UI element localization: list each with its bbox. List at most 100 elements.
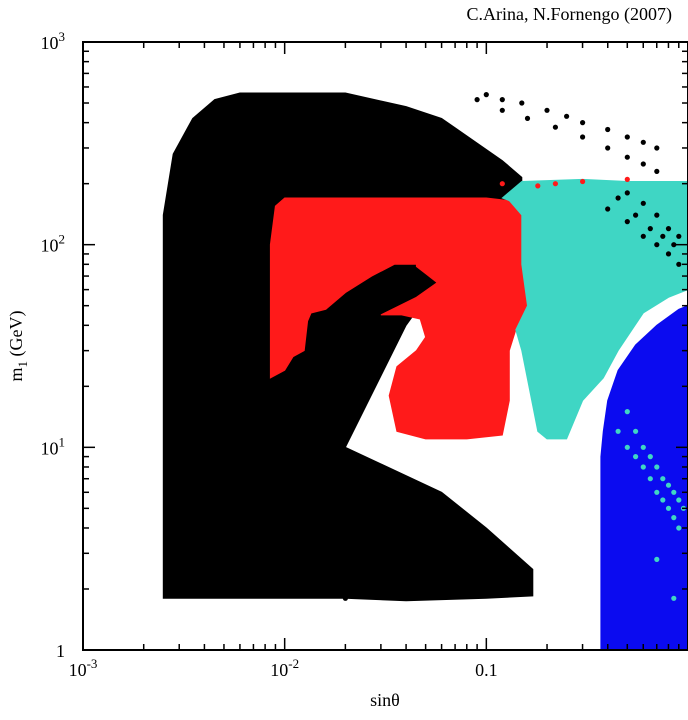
data-point-black-34: [676, 233, 682, 239]
data-point-black-23: [665, 251, 672, 257]
data-point-cyan-8: [671, 515, 677, 521]
data-point-cyan-9: [676, 525, 682, 531]
data-point-cyan-13: [633, 428, 639, 434]
data-point-black-30: [624, 190, 630, 196]
data-point-black-25: [615, 195, 621, 201]
data-point-cyan-11: [671, 595, 677, 601]
data-point-cyan-17: [660, 476, 666, 482]
data-point-black-50: [378, 590, 384, 597]
data-point-cyan-12: [624, 409, 630, 415]
y-tick-label: 101: [41, 434, 66, 458]
data-point-black-31: [640, 200, 646, 206]
data-point-cyan-4: [647, 476, 653, 482]
data-point-red-3: [580, 178, 586, 185]
data-point-black-51: [391, 593, 397, 599]
data-point-black-47: [474, 593, 480, 599]
tick-labels-layer: 10-3 10-2 0.1 1 101 102 103: [41, 29, 498, 680]
data-point-black-9: [654, 145, 660, 151]
x-tick-label: 10-3: [69, 656, 98, 680]
y-axis-label-main: m: [6, 367, 26, 381]
data-point-cyan-6: [660, 497, 666, 503]
data-point-black-43: [499, 570, 505, 576]
data-point-black-41: [452, 545, 458, 551]
chart-annotation: C.Arina, N.Fornengo (2007): [467, 4, 672, 25]
data-point-black-29: [671, 242, 677, 248]
data-point-black-36: [464, 537, 470, 543]
data-point-cyan-3: [640, 464, 646, 470]
data-point-red-0: [499, 181, 505, 187]
data-point-black-15: [605, 145, 611, 151]
data-regions-layer: [162, 92, 688, 650]
data-point-black-48: [342, 595, 348, 601]
data-point-black-33: [665, 226, 672, 232]
data-point-cyan-18: [665, 482, 672, 488]
data-point-red-2: [552, 181, 559, 187]
data-point-black-2: [519, 100, 525, 106]
data-point-black-46: [452, 590, 458, 597]
data-points-layer: [342, 92, 687, 601]
data-point-black-5: [580, 120, 586, 126]
y-tick-label: 103: [41, 29, 66, 53]
x-tick-label: 10-2: [270, 656, 299, 680]
data-point-black-22: [654, 242, 660, 248]
data-point-cyan-10: [654, 556, 660, 563]
x-axis-label: sinθ: [370, 690, 400, 710]
data-point-black-35: [439, 525, 445, 531]
y-tick-label: 1: [56, 641, 65, 661]
data-point-black-6: [605, 126, 611, 133]
data-point-black-11: [499, 107, 505, 113]
data-point-black-44: [378, 578, 384, 584]
data-point-black-0: [483, 92, 489, 98]
plot-frame: [82, 41, 688, 651]
data-point-black-13: [552, 124, 559, 130]
data-point-black-40: [423, 529, 429, 536]
data-point-red-4: [624, 176, 630, 182]
data-point-cyan-19: [671, 489, 677, 495]
data-point-cyan-16: [654, 464, 660, 470]
data-point-black-18: [654, 168, 660, 174]
data-point-black-37: [483, 550, 489, 556]
data-point-black-28: [660, 233, 666, 239]
data-point-black-14: [580, 134, 586, 140]
data-point-cyan-2: [633, 454, 639, 460]
data-point-black-10: [474, 97, 480, 103]
region-blue-3: [600, 305, 688, 650]
data-point-cyan-15: [647, 454, 653, 460]
data-point-black-26: [633, 212, 639, 218]
data-point-black-7: [624, 134, 630, 140]
data-point-black-42: [474, 556, 480, 563]
data-point-black-3: [544, 107, 550, 113]
axis-ticks-layer: [82, 41, 688, 651]
data-point-black-12: [524, 115, 531, 121]
data-point-cyan-20: [676, 497, 682, 503]
data-point-cyan-5: [654, 489, 660, 495]
data-point-black-38: [506, 560, 512, 566]
data-point-black-19: [605, 206, 611, 212]
region-cyan-2: [501, 178, 688, 440]
data-point-black-52: [403, 595, 409, 601]
y-axis-label-subscript: 1: [15, 361, 30, 368]
data-point-black-39: [524, 570, 531, 576]
data-point-black-21: [640, 233, 646, 239]
data-point-red-1: [535, 183, 541, 189]
x-tick-label: 0.1: [475, 660, 498, 680]
y-tick-label: 102: [41, 232, 66, 256]
data-point-black-16: [624, 154, 630, 160]
data-point-black-49: [362, 593, 368, 599]
region-red-1: [269, 197, 529, 440]
y-axis-label: m1 (GeV): [6, 311, 30, 382]
data-point-cyan-0: [615, 428, 621, 434]
data-point-black-4: [564, 113, 570, 119]
y-axis-label-unit: (GeV): [6, 311, 27, 361]
data-point-black-32: [654, 212, 660, 218]
data-point-black-27: [647, 226, 653, 232]
data-point-black-17: [640, 161, 646, 167]
data-point-black-20: [624, 219, 630, 225]
data-point-black-8: [640, 139, 646, 145]
data-point-black-24: [676, 261, 682, 267]
data-point-cyan-14: [640, 444, 646, 450]
data-point-black-45: [423, 586, 429, 592]
data-point-cyan-7: [665, 505, 672, 511]
